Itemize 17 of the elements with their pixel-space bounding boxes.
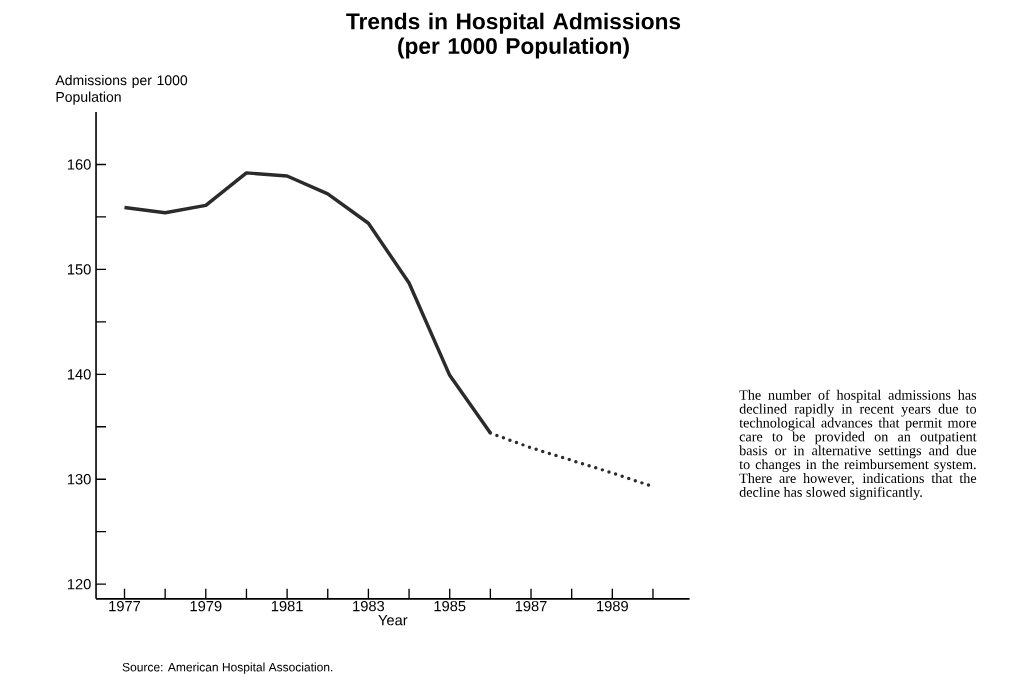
x-tick-label: 1981 [271,601,303,612]
y-tick-label: 160 [67,159,91,170]
x-tick-label: 1989 [597,601,628,612]
y-tick-label: 140 [67,369,91,380]
x-tick-label: 1983 [353,601,385,612]
y-tick-label: 120 [67,579,91,590]
x-tick-label: 1979 [190,601,222,612]
x-tick-label: 1985 [434,601,466,612]
source-note: Source: American Hospital Association. [122,662,333,675]
text: The number of hospital admissions has declined rapidly in recent years due to technological advances that permit more care to be provided on an outpatient basis or in alternative settings and due to changes in the reimbursement system. There are however, indications that the decline has slowed significantly. [739,389,977,501]
x-tick-label: 1987 [515,601,547,612]
y-tick-label: 130 [67,474,91,485]
y-tick-label: 150 [67,264,91,275]
chart-title: Trends in Hospital Admissions (per 1000 Population) [346,12,681,59]
y-axis-title: Admissions per 1000 Population [55,75,188,105]
x-tick-label: 1977 [109,601,141,612]
x-axis-title: Year [378,615,408,626]
